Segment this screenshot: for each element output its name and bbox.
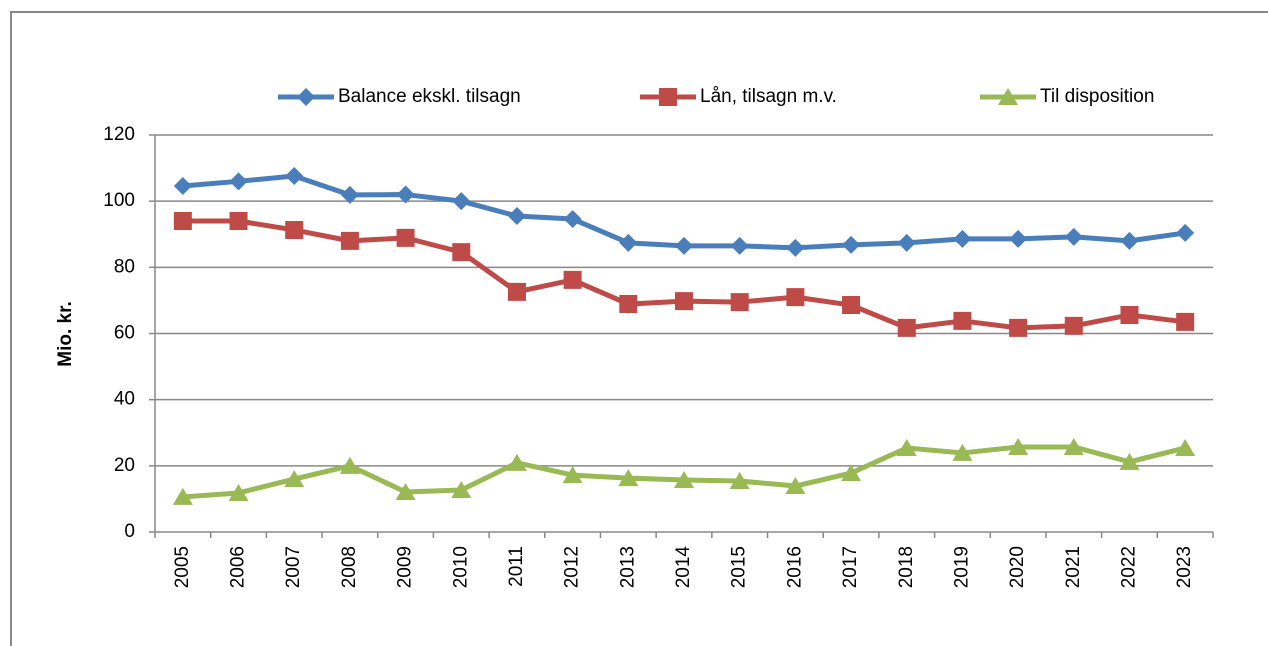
data-point [1119,452,1140,470]
data-point [395,482,416,500]
data-point [1009,318,1028,337]
x-tick-label: 2022 [1118,546,1139,588]
data-point [172,487,193,505]
data-point [1176,312,1195,331]
x-tick-label: 2023 [1174,546,1195,588]
x-tick-label: 2019 [951,546,972,588]
data-point [786,288,805,307]
data-point [1120,305,1139,324]
legend-label: Til disposition [1040,86,1154,107]
y-tick-label: 100 [103,190,135,211]
x-tick-label: 2005 [172,546,193,588]
data-point [785,477,806,495]
data-point [563,210,582,229]
x-tick-label: 2014 [673,546,694,589]
data-point [786,238,805,257]
legend-label: Lån, tilsagn m.v. [700,86,837,107]
y-tick-label: 60 [114,323,135,344]
legend-marker [998,88,1018,105]
x-tick-label: 2013 [617,546,638,588]
x-tick-label: 2017 [840,546,861,588]
legend-marker [297,88,315,106]
data-point [340,231,359,250]
x-tick-label: 2020 [1007,546,1028,588]
data-point [1008,437,1029,455]
legend-label: Balance ekskl. tilsagn [338,86,521,107]
data-point [1009,229,1028,248]
y-tick-label: 0 [124,521,135,542]
data-point [507,282,526,301]
data-point [729,472,750,490]
x-tick-label: 2009 [395,546,416,588]
data-point [1176,223,1195,242]
data-point [396,185,415,204]
data-point [173,176,192,195]
data-point [396,228,415,247]
data-point [619,233,638,252]
data-point [1120,231,1139,250]
x-tick-label: 2007 [283,546,304,588]
x-tick-label: 2018 [896,546,917,588]
chart-frame [10,11,1268,646]
data-point [730,293,749,312]
x-tick-label: 2006 [228,546,249,588]
x-tick-label: 2012 [562,546,583,588]
data-point [897,318,916,337]
data-point [563,270,582,289]
data-point [229,172,248,191]
data-point [619,295,638,314]
data-point [674,471,694,489]
data-point [228,483,249,501]
data-point [842,235,861,254]
data-point [953,229,972,248]
data-point [618,469,639,487]
data-point [562,466,583,484]
x-tick-label: 2008 [339,546,360,588]
data-point [842,296,861,315]
legend-marker [659,88,677,106]
data-point [339,456,360,474]
x-tick-label: 2011 [506,546,527,587]
data-point [451,480,472,498]
data-point [452,243,471,262]
data-point [229,212,248,231]
x-tick-label: 2010 [450,546,471,588]
y-tick-label: 40 [114,389,135,410]
data-point [841,464,862,482]
data-point [675,236,693,255]
y-tick-label: 20 [114,455,135,476]
y-tick-label: 80 [114,256,135,277]
data-point [896,438,917,456]
data-point [284,470,305,488]
data-point [730,236,749,255]
data-point [897,233,916,252]
x-tick-label: 2021 [1063,546,1084,588]
data-point [1063,437,1084,455]
data-point [173,212,192,231]
data-point [506,453,527,471]
data-point [1064,227,1083,246]
x-tick-label: 2015 [729,546,750,588]
data-point [340,185,359,204]
x-tick-label: 2016 [784,546,805,588]
data-point [452,192,471,211]
data-point [953,311,972,330]
data-point [285,167,304,186]
y-axis-label: Mio. kr. [55,301,76,366]
data-point [1175,438,1196,456]
data-point [952,443,973,461]
data-point [675,292,693,311]
data-point [1064,316,1083,335]
data-point [285,220,304,239]
y-tick-label: 120 [103,124,135,145]
data-point [507,207,526,226]
